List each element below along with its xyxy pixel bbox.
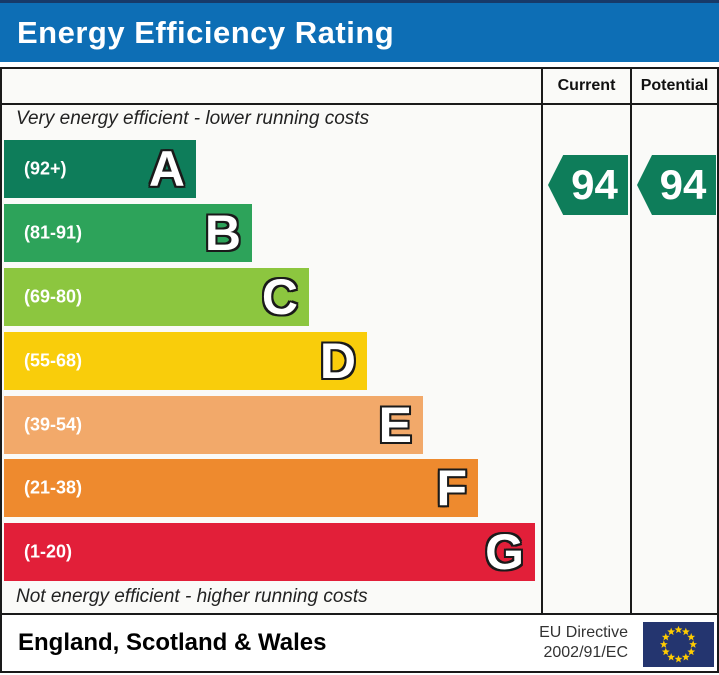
region-label: England, Scotland & Wales <box>18 629 327 656</box>
band-letter-e: E <box>378 397 412 453</box>
band-letter-f: F <box>436 460 467 516</box>
eu-flag-stars <box>659 625 698 663</box>
band-range-e: (39-54) <box>24 414 83 435</box>
eu-directive-line2: 2002/91/EC <box>543 644 628 661</box>
eu-flag-svg <box>659 625 698 663</box>
current-rating-arrow: 94 <box>548 155 628 215</box>
page-title: Energy Efficiency Rating <box>17 14 395 50</box>
potential-rating-value: 94 <box>659 161 707 208</box>
band-range-c: (69-80) <box>24 286 83 307</box>
eu-flag <box>643 622 714 667</box>
column-header-current: Current <box>557 77 616 94</box>
band-range-d: (55-68) <box>24 350 83 371</box>
column-divider-current <box>541 69 543 613</box>
band-letter-g: G <box>485 524 524 580</box>
band-letter-d: D <box>319 333 356 389</box>
bottom-note: Not energy efficient - higher running co… <box>16 586 368 607</box>
band-row-g: (1-20) G <box>4 523 535 581</box>
band-range-g: (1-20) <box>24 541 73 562</box>
band-letter-c: C <box>261 269 298 325</box>
current-rating-value: 94 <box>571 161 618 208</box>
band-row-b: (81-91) B <box>4 204 252 262</box>
eu-directive-label: EU Directive 2002/91/EC <box>539 623 628 663</box>
title-bar: Energy Efficiency Rating <box>0 0 719 62</box>
band-row-f: (21-38) F <box>4 459 478 517</box>
band-row-d: (55-68) D <box>4 332 367 390</box>
band-row-e: (39-54) E <box>4 396 423 454</box>
potential-rating-arrow: 94 <box>637 155 716 215</box>
column-header-potential: Potential <box>640 77 709 94</box>
rating-chart: Current Potential Very energy efficient … <box>0 67 719 615</box>
band-letter-b: B <box>204 205 241 261</box>
header-divider <box>2 103 717 105</box>
band-row-a: (92+) A <box>4 140 196 198</box>
band-range-a: (92+) <box>24 158 67 179</box>
band-letter-a: A <box>148 141 185 197</box>
top-note: Very energy efficient - lower running co… <box>16 108 370 129</box>
eu-directive-line1: EU Directive <box>539 624 628 641</box>
band-row-c: (69-80) C <box>4 268 309 326</box>
column-divider-potential <box>630 69 632 613</box>
band-range-b: (81-91) <box>24 222 83 243</box>
footer: England, Scotland & Wales EU Directive 2… <box>0 613 719 673</box>
band-range-f: (21-38) <box>24 477 83 498</box>
